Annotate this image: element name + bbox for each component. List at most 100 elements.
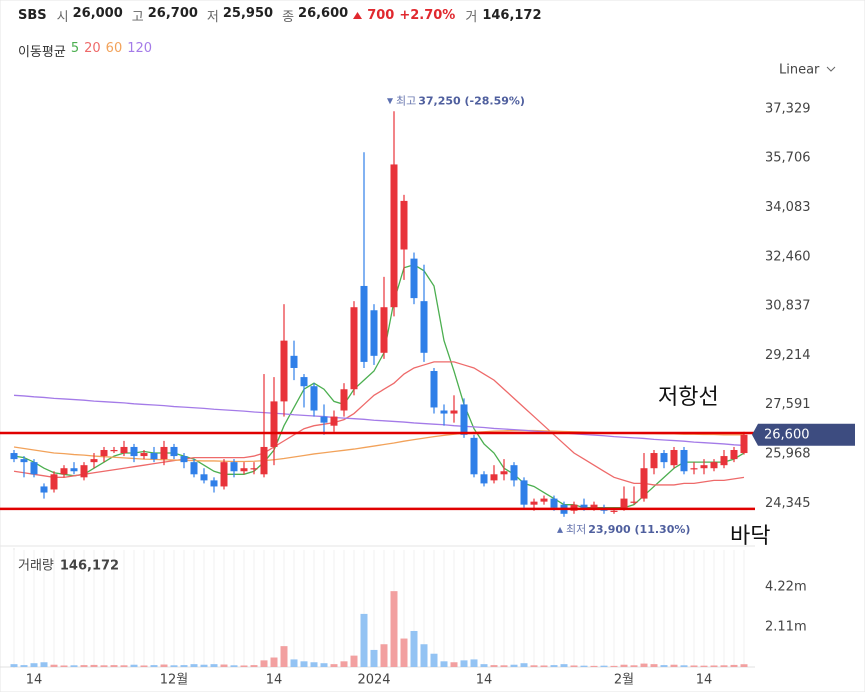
candle-body	[680, 449, 688, 472]
candle-body	[650, 453, 658, 469]
scale-selector[interactable]: Linear	[779, 63, 820, 78]
volume-bar	[640, 663, 648, 667]
volume-value: 146,172	[482, 8, 542, 23]
volume-bar	[270, 657, 278, 667]
symbol: SBS	[18, 8, 47, 23]
candle-body	[320, 416, 328, 423]
volume-bar	[670, 664, 678, 667]
candle-body	[90, 459, 98, 463]
annotation-value: 37,250 (-28.59%)	[418, 94, 525, 107]
candle-body	[580, 504, 588, 508]
candle-body	[60, 468, 68, 475]
field-value: 26,000	[72, 6, 123, 21]
candle-body	[130, 446, 138, 457]
annotation-arrow	[387, 98, 393, 105]
candle-body	[20, 459, 28, 463]
volume-bar	[700, 665, 708, 667]
x-tick-label: 14	[26, 673, 43, 688]
candle-body	[290, 355, 298, 368]
volume-bar	[650, 664, 658, 667]
candle-body	[520, 480, 528, 505]
annotation-arrow	[557, 526, 563, 533]
candle-body	[10, 453, 18, 460]
candle-body	[670, 449, 678, 466]
volume-title: 거래량	[18, 559, 54, 574]
volume-bar	[590, 665, 598, 667]
current-price-label: 26,600	[764, 427, 810, 442]
scale-chevron[interactable]	[826, 66, 836, 72]
candle-body	[480, 474, 488, 484]
candle-body	[490, 474, 498, 481]
annotation-value: 23,900 (11.30%)	[588, 523, 690, 536]
resistance-label: 저항선	[658, 385, 719, 410]
candle-body	[200, 474, 208, 481]
volume-bar	[220, 664, 228, 667]
volume-bar	[100, 665, 108, 667]
volume-bar	[50, 664, 58, 667]
candle-body	[100, 449, 108, 457]
candle-body	[420, 301, 428, 353]
candle-body	[360, 285, 368, 362]
candle-body	[160, 446, 168, 460]
volume-bar	[570, 665, 578, 667]
volume-bar	[90, 664, 98, 667]
ma-title: 이동평균	[18, 45, 66, 60]
volume-bar	[190, 664, 198, 667]
annotation-label: 최저	[566, 523, 586, 536]
change: 700	[367, 8, 395, 23]
volume-bar	[480, 664, 488, 667]
candle-body	[250, 468, 258, 470]
ma-legend-item: 20	[84, 41, 101, 56]
y-tick-label: 32,460	[765, 249, 811, 264]
ma-legend-item: 5	[70, 41, 80, 56]
x-tick-label: 2024	[357, 673, 390, 688]
candle-body	[340, 389, 348, 411]
volume-bar	[130, 664, 138, 667]
volume-bar	[280, 646, 288, 667]
candle-body	[380, 307, 388, 353]
volume-tick-label: 4.22m	[765, 579, 807, 594]
volume-bar	[80, 665, 88, 667]
candle-body	[450, 410, 458, 414]
volume-bar	[30, 663, 38, 667]
y-tick-label: 29,214	[765, 348, 811, 363]
candle-body	[180, 456, 188, 463]
volume-bar	[120, 665, 128, 667]
candle-body	[500, 471, 508, 475]
candle-body	[220, 462, 228, 487]
volume-bar	[210, 664, 218, 667]
volume-bar	[460, 660, 468, 667]
candle-body	[400, 200, 408, 250]
candle-body	[430, 371, 438, 408]
candle-body	[590, 504, 598, 508]
ma-line	[13, 263, 745, 509]
field-key: 시	[56, 10, 69, 25]
candle-body	[150, 453, 158, 460]
candle-body	[690, 468, 698, 470]
floor-label: 바닥	[730, 524, 770, 549]
candle-body	[370, 310, 378, 356]
current-price-box	[752, 423, 855, 446]
candle-body	[110, 449, 118, 452]
ma-legend[interactable]: 이동평균 5 20 60 120	[18, 41, 152, 60]
candle-body	[460, 404, 468, 435]
volume-bar	[730, 664, 738, 667]
volume-bar	[530, 665, 538, 667]
candle-body	[300, 377, 308, 387]
candle-body	[410, 258, 418, 299]
volume-bar	[490, 665, 498, 667]
up-arrow	[353, 12, 363, 19]
ma-legend-item: 120	[127, 41, 153, 56]
ma-line	[13, 361, 745, 486]
volume-bar	[180, 665, 188, 667]
candle-body	[310, 386, 318, 411]
volume-bar	[200, 664, 208, 667]
volume-bar	[140, 665, 148, 667]
candle-body	[50, 474, 58, 490]
ma-line	[13, 394, 745, 447]
volume-bar	[540, 665, 548, 667]
volume-bar	[10, 664, 18, 667]
field-key: 종	[282, 10, 295, 25]
x-tick-label: 14	[696, 673, 713, 688]
